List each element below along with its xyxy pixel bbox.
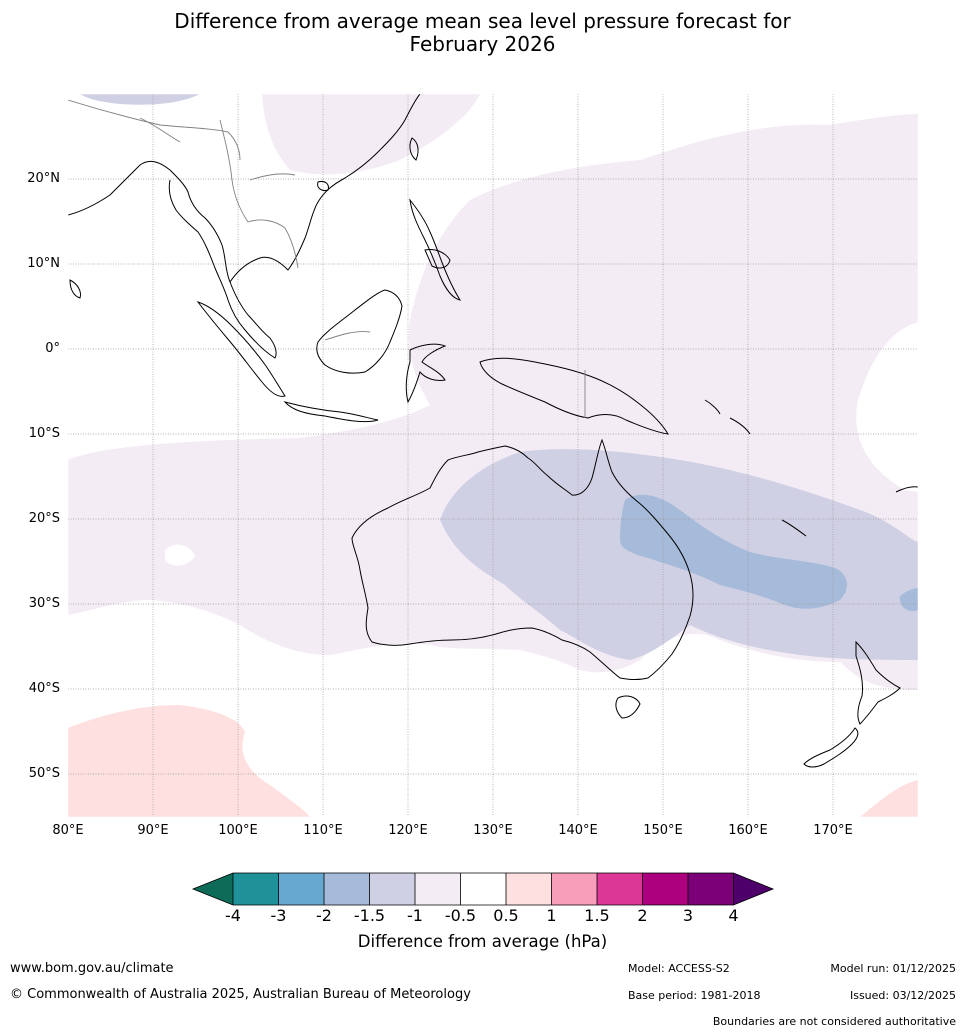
colorbar-title: Difference from average (hPa) (357, 932, 608, 951)
lon-label-160e: 160°E (728, 823, 768, 838)
website-link[interactable]: www.bom.gov.au/climate (10, 961, 174, 976)
colorbar-tick: -0.5 (444, 906, 477, 925)
lat-label-20s: 20°S (28, 511, 60, 526)
lat-label-30s: 30°S (28, 596, 60, 611)
colorbar-segment (642, 873, 688, 905)
chart-title: Difference from average mean sea level p… (0, 10, 965, 56)
lat-label-10n: 10°N (27, 256, 60, 271)
base-period: Base period: 1981-2018 (628, 989, 761, 1002)
colorbar-tick: -2 (316, 906, 332, 925)
lat-label-50s: 50°S (28, 766, 60, 781)
coastlines (68, 94, 918, 768)
colorbar-outline (191, 872, 775, 906)
colorbar-segment (278, 873, 324, 905)
country-borders (68, 99, 586, 418)
colorbar-extend-high (733, 873, 773, 905)
anomaly-region-north (262, 94, 480, 175)
colorbar-extend-low (193, 873, 233, 905)
colorbar-segment (415, 873, 461, 905)
lon-label-120e: 120°E (388, 823, 428, 838)
colorbar-tick: -3 (270, 906, 287, 925)
lon-label-80e: 80°E (52, 823, 84, 838)
lon-label-150e: 150°E (643, 823, 683, 838)
colorbar-tick: 2 (637, 906, 648, 925)
title-line-2: February 2026 (409, 32, 556, 56)
colorbar-tick: -1 (407, 906, 423, 925)
model-run-date: Model run: 01/12/2025 (830, 962, 956, 975)
colorbar-tick: 1.5 (584, 906, 610, 925)
lat-label-10s: 10°S (28, 426, 60, 441)
lon-label-100e: 100°E (218, 823, 258, 838)
colorbar-segment (324, 873, 370, 905)
title-line-1: Difference from average mean sea level p… (174, 9, 791, 33)
anomaly-region-positive-southwest (68, 705, 310, 817)
lon-label-130e: 130°E (473, 823, 513, 838)
colorbar-segment (597, 873, 643, 905)
pressure-anomaly-map (67, 93, 919, 818)
colorbar-tick: 1 (546, 906, 557, 925)
colorbar-tick: -4 (225, 906, 241, 925)
lat-label-20n: 20°N (27, 171, 60, 186)
issued-date: Issued: 03/12/2025 (849, 989, 956, 1002)
colorbar-tick: 0.5 (493, 906, 519, 925)
anomaly-region-minus-2-to-minus-1-5 (620, 494, 847, 609)
copyright-text: © Commonwealth of Australia 2025, Austra… (10, 987, 471, 1002)
graticule (68, 94, 918, 817)
lat-label-0: 0° (45, 341, 60, 356)
lon-label-90e: 90°E (137, 823, 169, 838)
colorbar-segment (551, 873, 597, 905)
lat-label-40s: 40°S (28, 681, 60, 696)
map-frame (67, 93, 919, 818)
lon-label-110e: 110°E (303, 823, 343, 838)
anomaly-region-north-edge (80, 94, 200, 105)
colorbar-segment (369, 873, 415, 905)
colorbar-segment (688, 873, 734, 905)
colorbar-tick: 3 (682, 906, 694, 925)
lon-label-140e: 140°E (558, 823, 598, 838)
colorbar-segment (506, 873, 552, 905)
boundaries-disclaimer: Boundaries are not considered authoritat… (712, 1015, 956, 1028)
colorbar-tick: 4 (728, 906, 739, 925)
calm-patch-west (165, 544, 195, 566)
anomaly-region-positive-southeast (860, 780, 918, 817)
colorbar-segment (233, 873, 279, 905)
model-name: Model: ACCESS-S2 (628, 962, 730, 975)
lon-label-170e: 170°E (813, 823, 853, 838)
colorbar-tick: -1.5 (353, 906, 386, 925)
anomaly-region-east-edge (899, 588, 918, 612)
colorbar-segment (460, 873, 506, 905)
